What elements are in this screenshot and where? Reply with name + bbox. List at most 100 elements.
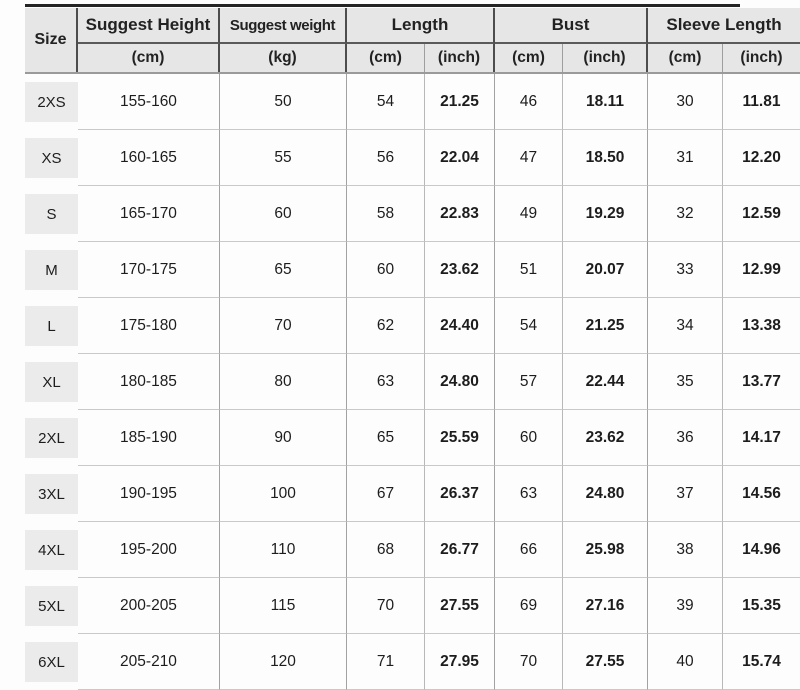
size-label: 3XL bbox=[25, 474, 78, 514]
height-cm-value: 200-205 bbox=[78, 578, 220, 634]
sleeve-inch-value: 14.17 bbox=[723, 410, 800, 466]
length-cm-value: 54 bbox=[347, 74, 425, 130]
length-inch-value: 24.40 bbox=[425, 298, 495, 354]
bust-inch-value: 19.29 bbox=[563, 186, 648, 242]
sleeve-inch-value: 14.56 bbox=[723, 466, 800, 522]
sleeve-inch-value: 15.74 bbox=[723, 634, 800, 690]
size-label: 4XL bbox=[25, 530, 78, 570]
weight-kg-value: 65 bbox=[220, 242, 347, 298]
table-row: M 170-175 65 60 23.62 51 20.07 33 12.99 bbox=[25, 242, 800, 298]
height-cm-value: 160-165 bbox=[78, 130, 220, 186]
sleeve-inch-value: 12.59 bbox=[723, 186, 800, 242]
weight-kg-value: 100 bbox=[220, 466, 347, 522]
table-row: 6XL 205-210 120 71 27.95 70 27.55 40 15.… bbox=[25, 634, 800, 690]
length-cm-value: 58 bbox=[347, 186, 425, 242]
weight-kg-value: 80 bbox=[220, 354, 347, 410]
size-label: L bbox=[25, 306, 78, 346]
sleeve-cm-value: 34 bbox=[648, 298, 723, 354]
weight-kg-value: 115 bbox=[220, 578, 347, 634]
table-top-border bbox=[25, 4, 740, 7]
bust-inch-value: 24.80 bbox=[563, 466, 648, 522]
length-inch-value: 23.62 bbox=[425, 242, 495, 298]
bust-inch-value: 20.07 bbox=[563, 242, 648, 298]
sleeve-cm-value: 37 bbox=[648, 466, 723, 522]
length-cm-value: 56 bbox=[347, 130, 425, 186]
length-inch-value: 22.83 bbox=[425, 186, 495, 242]
sleeve-cm-value: 31 bbox=[648, 130, 723, 186]
bust-inch-value: 23.62 bbox=[563, 410, 648, 466]
unit-length-cm: (cm) bbox=[347, 44, 425, 72]
unit-height-cm: (cm) bbox=[78, 44, 220, 72]
size-label: 5XL bbox=[25, 586, 78, 626]
sleeve-cm-value: 30 bbox=[648, 74, 723, 130]
height-cm-value: 165-170 bbox=[78, 186, 220, 242]
length-cm-value: 68 bbox=[347, 522, 425, 578]
weight-kg-value: 55 bbox=[220, 130, 347, 186]
size-label: M bbox=[25, 250, 78, 290]
length-inch-value: 26.37 bbox=[425, 466, 495, 522]
sleeve-cm-value: 36 bbox=[648, 410, 723, 466]
length-inch-value: 24.80 bbox=[425, 354, 495, 410]
height-cm-value: 190-195 bbox=[78, 466, 220, 522]
size-label: XL bbox=[25, 362, 78, 402]
sleeve-cm-value: 33 bbox=[648, 242, 723, 298]
col-header-length: Length bbox=[347, 8, 495, 44]
table-row: XL 180-185 80 63 24.80 57 22.44 35 13.77 bbox=[25, 354, 800, 410]
length-cm-value: 65 bbox=[347, 410, 425, 466]
bust-cm-value: 49 bbox=[495, 186, 563, 242]
length-cm-value: 60 bbox=[347, 242, 425, 298]
sleeve-cm-value: 39 bbox=[648, 578, 723, 634]
weight-kg-value: 70 bbox=[220, 298, 347, 354]
bust-inch-value: 18.11 bbox=[563, 74, 648, 130]
table-row: 2XS 155-160 50 54 21.25 46 18.11 30 11.8… bbox=[25, 74, 800, 130]
height-cm-value: 205-210 bbox=[78, 634, 220, 690]
bust-inch-value: 18.50 bbox=[563, 130, 648, 186]
sleeve-inch-value: 13.38 bbox=[723, 298, 800, 354]
size-label: S bbox=[25, 194, 78, 234]
unit-sleeve-cm: (cm) bbox=[648, 44, 723, 72]
size-label: 2XS bbox=[25, 82, 78, 122]
size-label: 2XL bbox=[25, 418, 78, 458]
length-inch-value: 22.04 bbox=[425, 130, 495, 186]
height-cm-value: 180-185 bbox=[78, 354, 220, 410]
size-chart-table: Size Suggest Height Suggest weight Lengt… bbox=[25, 8, 800, 690]
bust-inch-value: 27.55 bbox=[563, 634, 648, 690]
col-header-bust: Bust bbox=[495, 8, 648, 44]
height-cm-value: 175-180 bbox=[78, 298, 220, 354]
unit-bust-inch: (inch) bbox=[563, 44, 648, 72]
size-label: 6XL bbox=[25, 642, 78, 682]
bust-cm-value: 46 bbox=[495, 74, 563, 130]
bust-inch-value: 25.98 bbox=[563, 522, 648, 578]
bust-inch-value: 27.16 bbox=[563, 578, 648, 634]
weight-kg-value: 60 bbox=[220, 186, 347, 242]
bust-cm-value: 66 bbox=[495, 522, 563, 578]
bust-inch-value: 22.44 bbox=[563, 354, 648, 410]
unit-bust-cm: (cm) bbox=[495, 44, 563, 72]
bust-cm-value: 54 bbox=[495, 298, 563, 354]
weight-kg-value: 120 bbox=[220, 634, 347, 690]
height-cm-value: 195-200 bbox=[78, 522, 220, 578]
col-header-suggest-height: Suggest Height bbox=[78, 8, 220, 44]
sleeve-inch-value: 11.81 bbox=[723, 74, 800, 130]
length-inch-value: 21.25 bbox=[425, 74, 495, 130]
length-cm-value: 67 bbox=[347, 466, 425, 522]
sleeve-cm-value: 32 bbox=[648, 186, 723, 242]
table-row: 5XL 200-205 115 70 27.55 69 27.16 39 15.… bbox=[25, 578, 800, 634]
length-cm-value: 70 bbox=[347, 578, 425, 634]
table-body: 2XS 155-160 50 54 21.25 46 18.11 30 11.8… bbox=[25, 74, 800, 690]
table-row: 2XL 185-190 90 65 25.59 60 23.62 36 14.1… bbox=[25, 410, 800, 466]
sleeve-inch-value: 12.20 bbox=[723, 130, 800, 186]
col-header-suggest-weight: Suggest weight bbox=[220, 8, 347, 44]
bust-cm-value: 70 bbox=[495, 634, 563, 690]
length-inch-value: 25.59 bbox=[425, 410, 495, 466]
weight-kg-value: 50 bbox=[220, 74, 347, 130]
table-row: 4XL 195-200 110 68 26.77 66 25.98 38 14.… bbox=[25, 522, 800, 578]
sleeve-cm-value: 35 bbox=[648, 354, 723, 410]
table-row: 3XL 190-195 100 67 26.37 63 24.80 37 14.… bbox=[25, 466, 800, 522]
height-cm-value: 155-160 bbox=[78, 74, 220, 130]
weight-kg-value: 90 bbox=[220, 410, 347, 466]
table-header: Size Suggest Height Suggest weight Lengt… bbox=[25, 8, 800, 74]
sleeve-cm-value: 40 bbox=[648, 634, 723, 690]
length-cm-value: 71 bbox=[347, 634, 425, 690]
